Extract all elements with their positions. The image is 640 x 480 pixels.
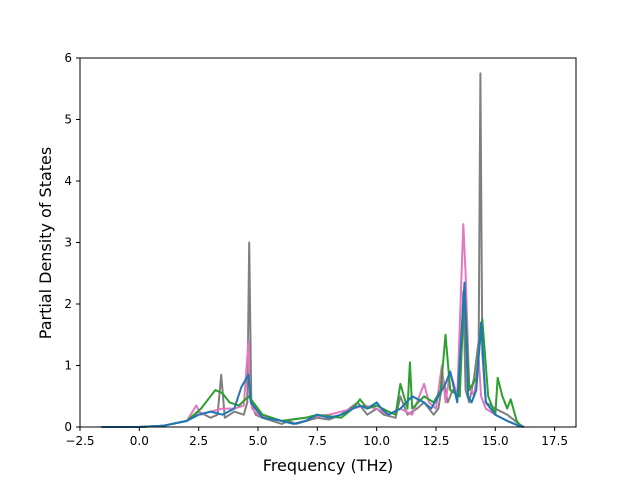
x-tick-label: 2.5 — [189, 434, 208, 448]
x-tick-label: 10.0 — [363, 434, 390, 448]
x-tick-label: −2.5 — [65, 434, 94, 448]
series-layer — [101, 72, 525, 428]
x-tick-label: 0.0 — [130, 434, 149, 448]
x-tick-label: 17.5 — [541, 434, 568, 448]
y-tick-label: 2 — [64, 297, 72, 311]
y-axis-label: Partial Density of States — [36, 147, 55, 339]
y-tick-label: 5 — [64, 113, 72, 127]
y-tick-label: 3 — [64, 236, 72, 250]
y-tick-label: 1 — [64, 359, 72, 373]
series-line-2 — [101, 284, 523, 428]
x-tick-label: 5.0 — [248, 434, 267, 448]
x-tick-label: 7.5 — [308, 434, 327, 448]
y-tick-label: 4 — [64, 174, 72, 188]
y-axis-ticks: 0 1 2 3 4 5 6 — [64, 51, 80, 434]
x-tick-label: 15.0 — [482, 434, 509, 448]
y-tick-label: 6 — [64, 51, 72, 65]
series-line-3 — [101, 281, 525, 428]
y-tick-label: 0 — [64, 420, 72, 434]
x-tick-label: 12.5 — [423, 434, 450, 448]
x-axis-label: Frequency (THz) — [263, 456, 393, 475]
x-axis-ticks: −2.5 0.0 2.5 5.0 7.5 10.0 12.5 15.0 17.5 — [65, 427, 568, 448]
